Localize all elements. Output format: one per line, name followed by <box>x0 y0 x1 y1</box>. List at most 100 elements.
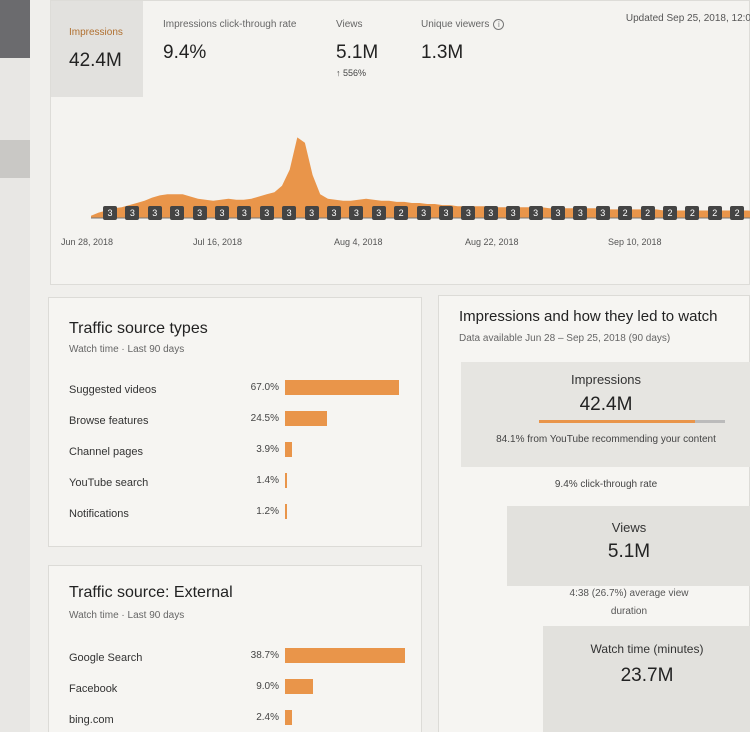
video-marker-badge[interactable]: 3 <box>125 206 140 220</box>
row-percent: 2.4% <box>256 712 279 723</box>
video-marker-badge[interactable]: 3 <box>439 206 453 220</box>
row-bar <box>285 679 313 694</box>
x-tick-label: Jul 16, 2018 <box>193 237 243 247</box>
left-strip <box>0 0 30 732</box>
video-marker-badge[interactable]: 3 <box>327 206 341 220</box>
metric-ctr-label: Impressions click-through rate <box>163 19 297 30</box>
video-marker-badge[interactable]: 3 <box>573 206 588 220</box>
sidebar-mid-block <box>0 140 30 178</box>
funnel-views-block[interactable] <box>507 506 750 586</box>
sidebar-top-block <box>0 0 30 58</box>
metric-impressions[interactable]: Impressions 42.4M <box>51 1 143 97</box>
metric-unique-viewers[interactable]: Unique viewers i 1.3M <box>421 19 505 64</box>
video-marker-badge[interactable]: 2 <box>618 206 633 220</box>
row-bar <box>285 411 327 426</box>
impressions-funnel-card: Impressions and how they led to watch Da… <box>438 295 750 732</box>
video-marker-badge[interactable]: 3 <box>147 206 162 220</box>
row-bar <box>285 648 405 663</box>
metric-views-growth: ↑ 556% <box>336 68 367 78</box>
funnel-impressions-value: 42.4M <box>579 394 633 415</box>
video-marker-badge[interactable]: 2 <box>394 206 409 220</box>
funnel-subtitle: Data available Jun 28 – Sep 25, 2018 (90… <box>459 333 671 344</box>
funnel-recommend-text: 84.1% from YouTube recommending your con… <box>496 434 716 445</box>
card-title: Traffic source types <box>69 320 208 337</box>
funnel-watch-time-block[interactable] <box>543 626 750 732</box>
video-marker-badge[interactable]: 3 <box>483 206 498 220</box>
row-bar <box>285 473 288 488</box>
x-tick-label: Aug 22, 2018 <box>465 237 519 247</box>
metric-impressions-value: 42.4M <box>69 50 122 71</box>
x-tick-label: Aug 4, 2018 <box>334 237 383 247</box>
card-subtitle: Watch time · Last 90 days <box>69 610 185 621</box>
metric-unique-value: 1.3M <box>421 42 464 64</box>
metric-unique-label: Unique viewers i <box>421 19 505 31</box>
row-bar <box>285 380 399 395</box>
metric-views[interactable]: Views 5.1M ↑ 556% <box>336 19 378 78</box>
row-label: Notifications <box>69 508 129 520</box>
row-percent: 3.9% <box>256 444 279 455</box>
updated-timestamp: Updated Sep 25, 2018, 12:0 <box>625 13 750 24</box>
row-percent: 67.0% <box>250 382 279 393</box>
video-marker-badge[interactable]: 3 <box>349 206 364 220</box>
row-label: Suggested videos <box>69 384 157 396</box>
impressions-progress-track <box>539 420 725 423</box>
video-marker-badge[interactable]: 3 <box>416 206 431 220</box>
card-title: Traffic source: External <box>69 584 233 601</box>
video-marker-badge[interactable]: 2 <box>663 206 677 220</box>
row-label: Browse features <box>69 415 149 427</box>
video-marker-badge[interactable]: 3 <box>237 206 252 220</box>
traffic-source-types-card: Traffic source types Watch time · Last 9… <box>48 297 422 547</box>
video-marker-badge[interactable]: 3 <box>170 206 185 220</box>
impressions-progress-fill <box>539 420 696 423</box>
row-percent: 1.2% <box>256 506 279 517</box>
funnel-avd-text-2: duration <box>610 606 648 617</box>
analytics-page: Impressions 42.4M Impressions click-thro… <box>30 0 750 732</box>
metric-views-value: 5.1M <box>336 42 379 63</box>
video-marker-badge[interactable]: 3 <box>103 206 117 220</box>
funnel-impressions-label: Impressions <box>570 372 642 387</box>
row-label: YouTube search <box>69 477 149 489</box>
video-marker-badge[interactable]: 3 <box>551 206 565 220</box>
video-marker-badge[interactable]: 2 <box>640 206 655 220</box>
impressions-area <box>91 137 750 218</box>
video-marker-badge[interactable]: 3 <box>371 206 386 220</box>
video-marker-badge[interactable]: 3 <box>259 206 274 220</box>
row-label: Google Search <box>69 652 143 664</box>
video-marker-badge[interactable]: 3 <box>595 206 610 220</box>
row-bar <box>285 710 293 725</box>
video-marker-badge[interactable]: 3 <box>304 206 319 220</box>
metric-impressions-label: Impressions <box>69 27 123 38</box>
x-tick-label: Jun 28, 2018 <box>61 237 114 247</box>
video-marker-badge[interactable]: 3 <box>192 206 207 220</box>
metric-ctr[interactable]: Impressions click-through rate 9.4% <box>163 19 296 64</box>
metric-unique-label-text: Unique viewers <box>421 19 490 31</box>
funnel-ctr-text: 9.4% click-through rate <box>554 479 658 490</box>
video-marker-badge[interactable]: 3 <box>461 206 476 220</box>
funnel-views-label: Views <box>611 520 647 535</box>
funnel-views-value: 5.1M <box>607 541 651 562</box>
video-marker-badge[interactable]: 2 <box>685 206 700 220</box>
row-bar <box>285 442 292 457</box>
row-label: bing.com <box>69 714 114 726</box>
video-marker-badge[interactable]: 3 <box>215 206 229 220</box>
info-icon[interactable]: i <box>493 19 505 30</box>
row-label: Facebook <box>69 683 118 695</box>
metric-ctr-value: 9.4% <box>163 42 207 63</box>
row-percent: 24.5% <box>250 413 279 424</box>
x-tick-label: Sep 10, 2018 <box>608 237 662 247</box>
video-marker-badge[interactable]: 3 <box>282 206 297 220</box>
funnel-impressions-block[interactable] <box>461 362 750 467</box>
video-marker-badge[interactable]: 2 <box>707 206 722 220</box>
video-marker-badge[interactable]: 3 <box>506 206 521 220</box>
funnel-avd-text-1: 4:38 (26.7%) average view <box>569 588 689 599</box>
row-percent: 38.7% <box>250 650 279 661</box>
funnel-title: Impressions and how they led to watch <box>459 308 718 325</box>
row-bar <box>285 504 288 519</box>
video-marker-badge[interactable]: 3 <box>528 206 543 220</box>
row-percent: 9.0% <box>256 681 279 692</box>
video-marker-badge[interactable]: 2 <box>730 206 745 220</box>
row-label: Channel pages <box>69 446 144 458</box>
metric-views-label: Views <box>336 19 363 30</box>
funnel-watch-value: 23.7M <box>620 665 674 686</box>
overview-card: Impressions 42.4M Impressions click-thro… <box>50 0 750 285</box>
